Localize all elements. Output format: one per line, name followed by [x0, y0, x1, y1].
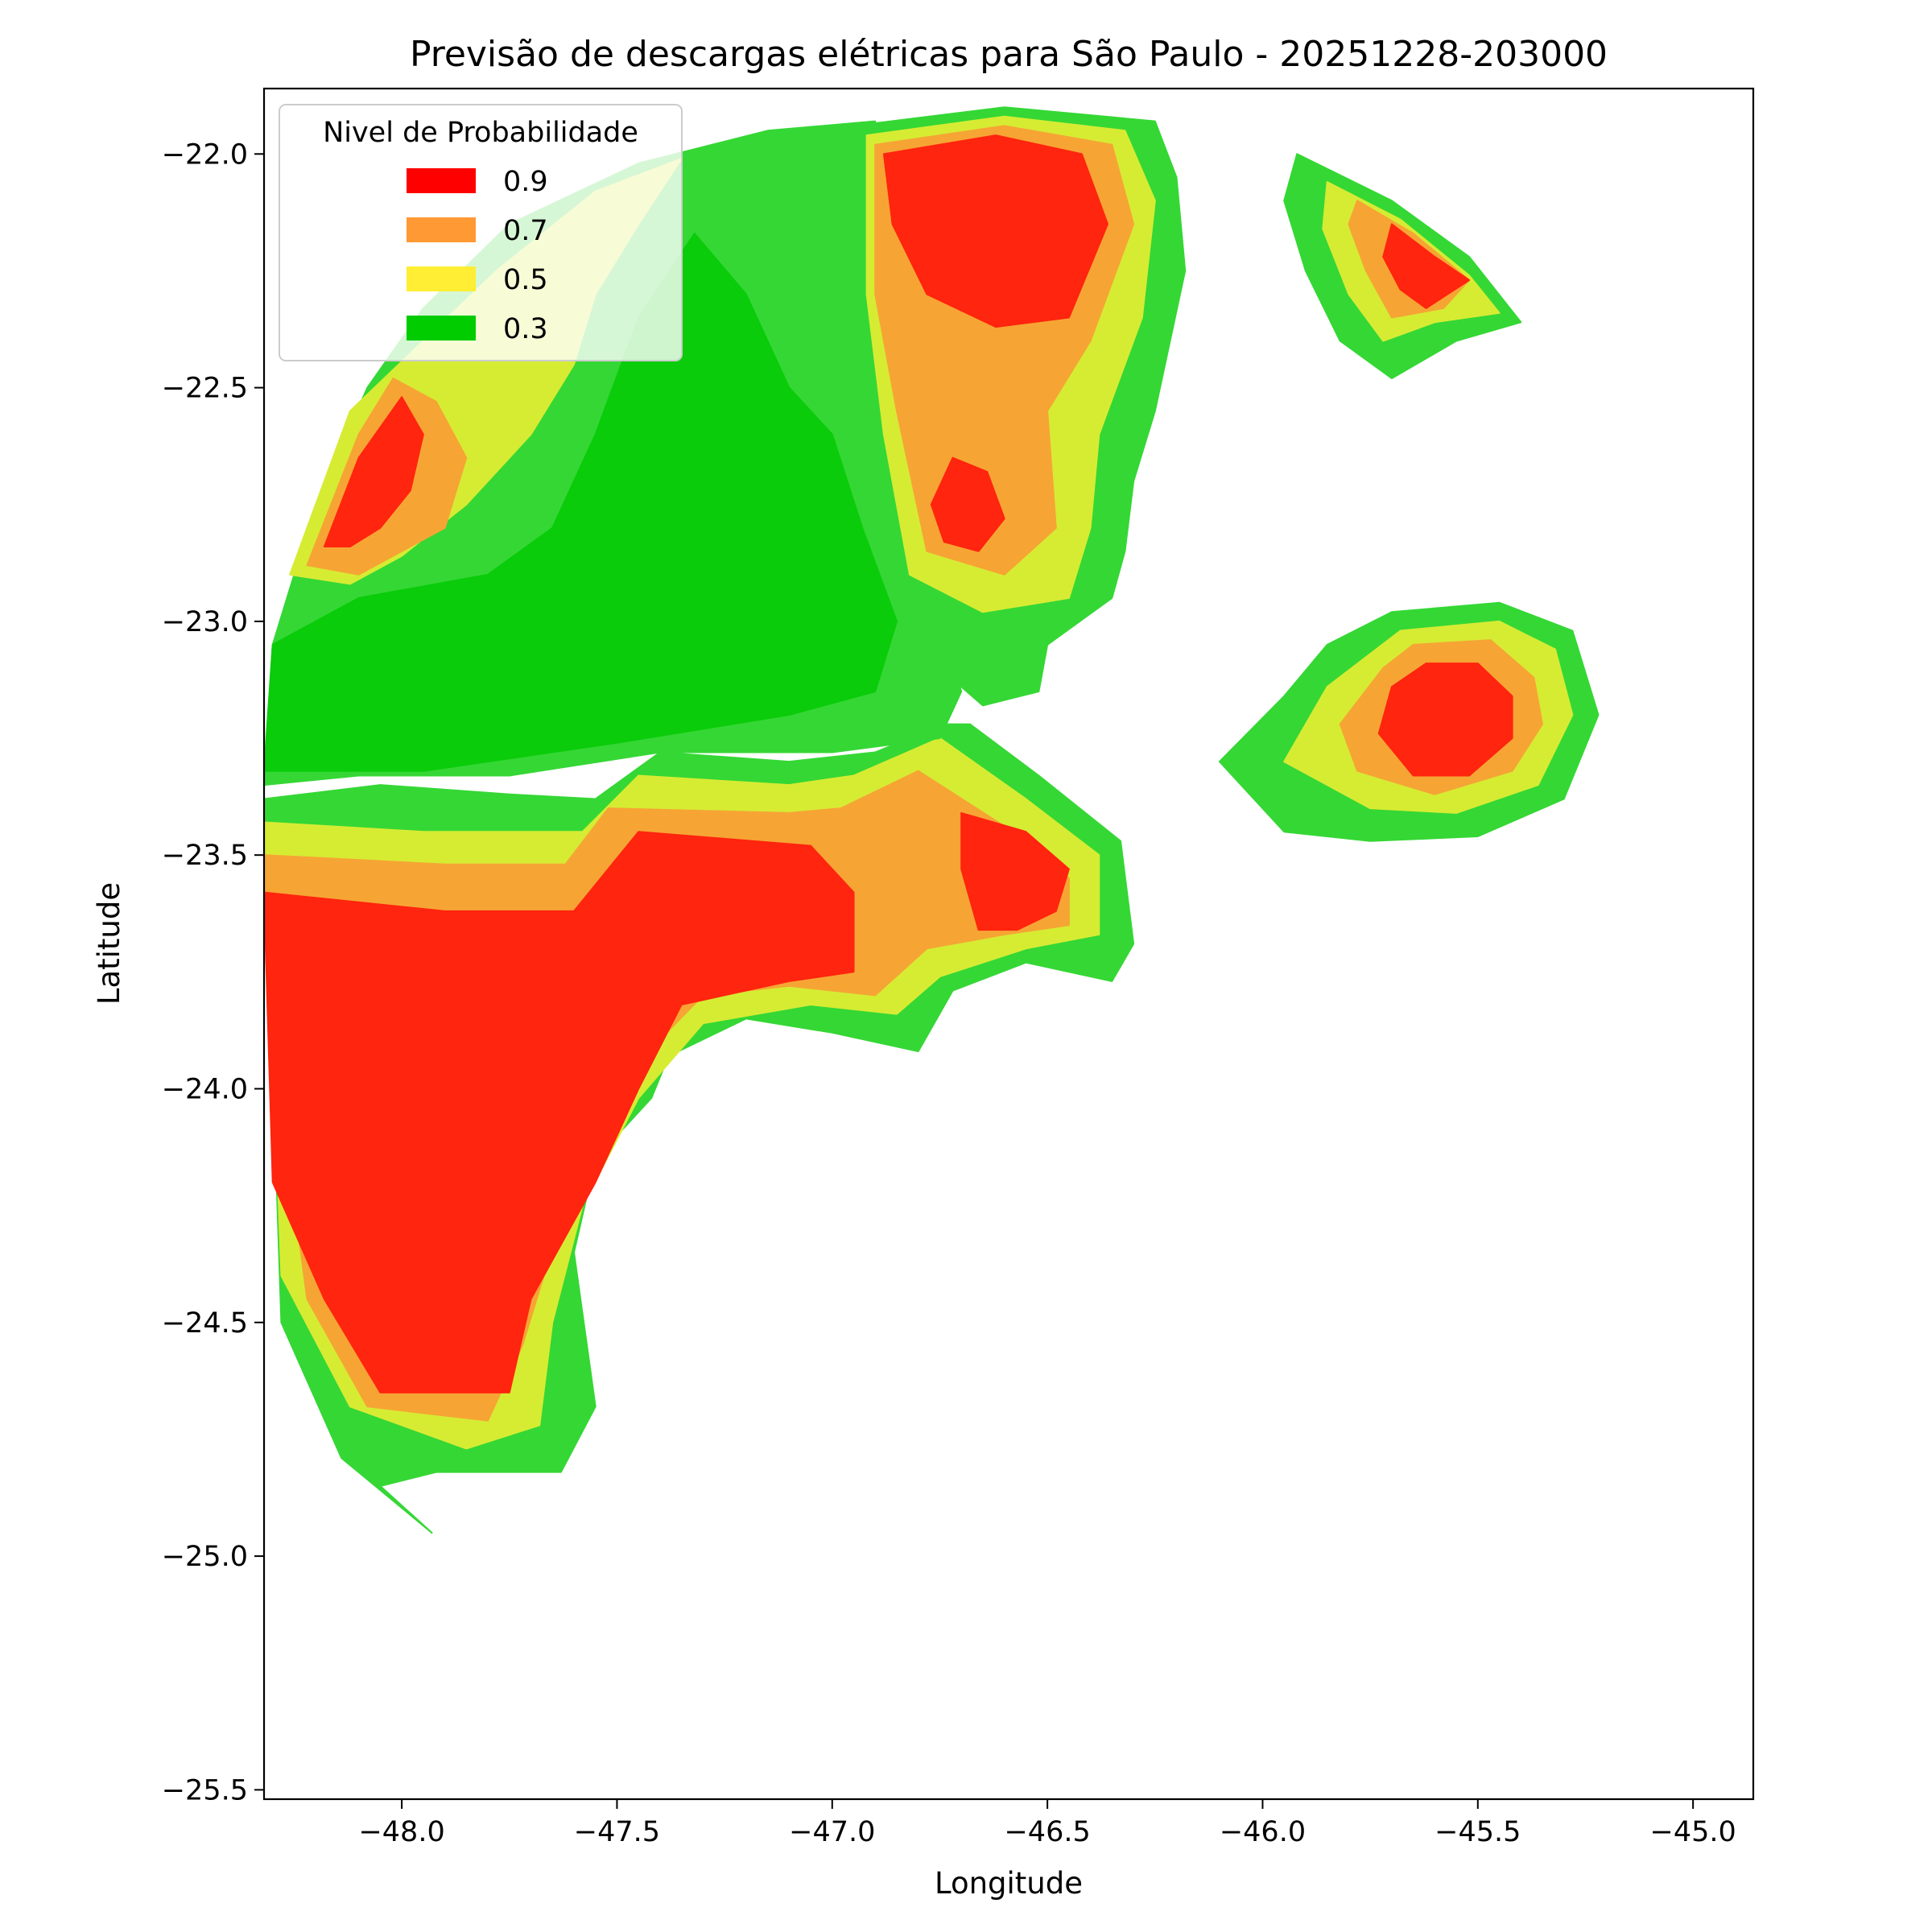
x-axis: −48.0 −47.5 −47.0 −46.5 −46.0 −45.5 −45.0 — [358, 1799, 1736, 1848]
legend-swatch — [407, 316, 476, 341]
contour-level-0-9 — [882, 134, 1108, 328]
legend-swatch — [407, 168, 476, 193]
contour-level-0-3 — [264, 233, 898, 772]
legend-swatch — [407, 266, 476, 291]
y-tick-label: −25.5 — [162, 1774, 248, 1806]
x-tick-label: −46.0 — [1220, 1816, 1306, 1848]
y-tick-label: −23.0 — [162, 606, 248, 638]
y-tick-label: −24.0 — [162, 1073, 248, 1105]
region-northwest-main — [264, 120, 963, 786]
contour-layer — [264, 106, 1600, 1534]
legend-label: 0.3 — [503, 313, 548, 345]
y-axis: −22.0 −22.5 −23.0 −23.5 −24.0 −24.5 −25.0 −25.5 — [162, 138, 264, 1806]
y-tick-label: −25.0 — [162, 1541, 248, 1573]
y-tick-label: −22.0 — [162, 138, 248, 171]
x-tick-label: −45.0 — [1650, 1816, 1736, 1848]
legend-entries: 0.9 0.7 0.5 0.3 — [407, 166, 548, 345]
region-southwest-main — [264, 723, 1135, 1534]
plot-frame — [262, 87, 1755, 1801]
region-east-blob — [1219, 601, 1600, 842]
x-tick-label: −47.0 — [789, 1816, 875, 1848]
region-south-central-small — [960, 811, 1070, 931]
chart-title: Previsão de descargas elétricas para São… — [410, 34, 1608, 75]
y-tick-label: −22.5 — [162, 373, 248, 405]
x-tick-label: −46.5 — [1004, 1816, 1090, 1848]
region-north-central — [852, 106, 1187, 707]
legend-label: 0.9 — [503, 166, 548, 198]
region-northeast-small — [1283, 153, 1522, 379]
legend-label: 0.7 — [503, 215, 548, 247]
x-tick-label: −48.0 — [358, 1816, 444, 1848]
contour-level-0-9 — [1377, 663, 1513, 777]
legend-swatch — [407, 217, 476, 242]
legend-label: 0.5 — [503, 264, 548, 296]
x-tick-label: −47.5 — [574, 1816, 660, 1848]
contour-level-0-9 — [930, 456, 1005, 552]
y-axis-label: Latitude — [92, 882, 126, 1005]
contour-level-0-9 — [960, 811, 1070, 931]
legend-frame — [279, 104, 683, 361]
x-axis-label: Longitude — [935, 1866, 1083, 1901]
contour-level-0-9 — [323, 396, 424, 547]
y-tick-label: −24.5 — [162, 1307, 248, 1340]
y-tick-label: −23.5 — [162, 840, 248, 872]
contour-level-0-9 — [1382, 223, 1471, 309]
plot-area — [262, 87, 1755, 1801]
legend: Nivel de Probabilidade 0.9 0.7 0.5 0.3 — [279, 104, 683, 361]
contour-level-0-9 — [264, 831, 855, 1393]
legend-title: Nivel de Probabilidade — [323, 117, 638, 149]
x-tick-label: −45.5 — [1435, 1816, 1521, 1848]
